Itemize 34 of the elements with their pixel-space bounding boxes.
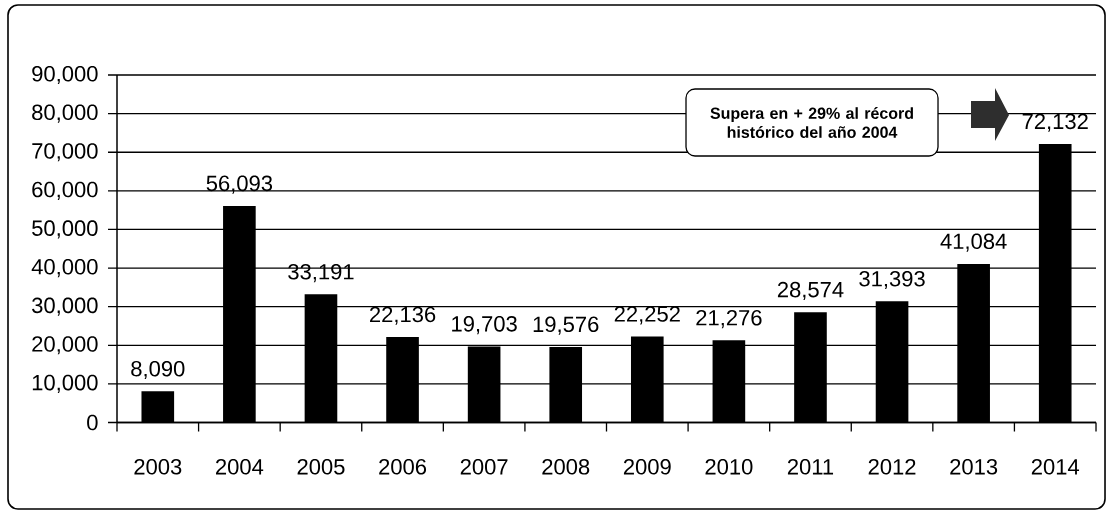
annotation: Supera en + 29% al récord histórico del año 2004 [710, 107, 913, 138]
x-tick-label: 2011 [787, 459, 834, 475]
y-tick-label: 40,000 [31, 258, 98, 278]
x-tick-label: 2013 [950, 459, 998, 475]
y-tick-label: 50,000 [32, 220, 98, 239]
data-label: 8,090 [131, 360, 185, 380]
y-tick-label: 10,000 [32, 374, 98, 393]
x-tick-label: 2007 [460, 459, 508, 475]
data-label: 22,136 [370, 306, 436, 325]
y-tick-label: 20,000 [32, 336, 98, 355]
x-tick-label: 2010 [705, 459, 753, 475]
data-label: 41,084 [940, 233, 1007, 252]
x-tick-label: 2006 [379, 459, 427, 475]
y-tick-label: 70,000 [32, 143, 98, 162]
x-tick-label: 2003 [134, 459, 182, 475]
data-label: 31,393 [859, 270, 925, 290]
data-label: 33,191 [288, 263, 354, 283]
y-tick-label: 60,000 [32, 181, 98, 200]
x-tick-label: 2009 [623, 459, 671, 475]
y-tick-label: 80,000 [32, 104, 98, 123]
data-label: 19,703 [452, 316, 517, 335]
data-label: 28,574 [777, 281, 844, 300]
x-tick-label: 2014 [1031, 459, 1080, 475]
x-tick-label: 2005 [297, 459, 345, 475]
data-label: 19,576 [533, 316, 599, 335]
data-label: 21,276 [696, 309, 762, 329]
x-tick-label: 2008 [542, 459, 590, 475]
x-tick-label: 2004 [216, 459, 264, 475]
x-tick-label: 2012 [868, 459, 916, 475]
data-label: 72,132 [1022, 113, 1088, 132]
y-tick-label: 0 [87, 414, 98, 431]
data-label: 56,093 [206, 175, 273, 194]
y-tick-label: 30,000 [32, 297, 98, 316]
y-tick-label: 90,000 [32, 65, 98, 85]
